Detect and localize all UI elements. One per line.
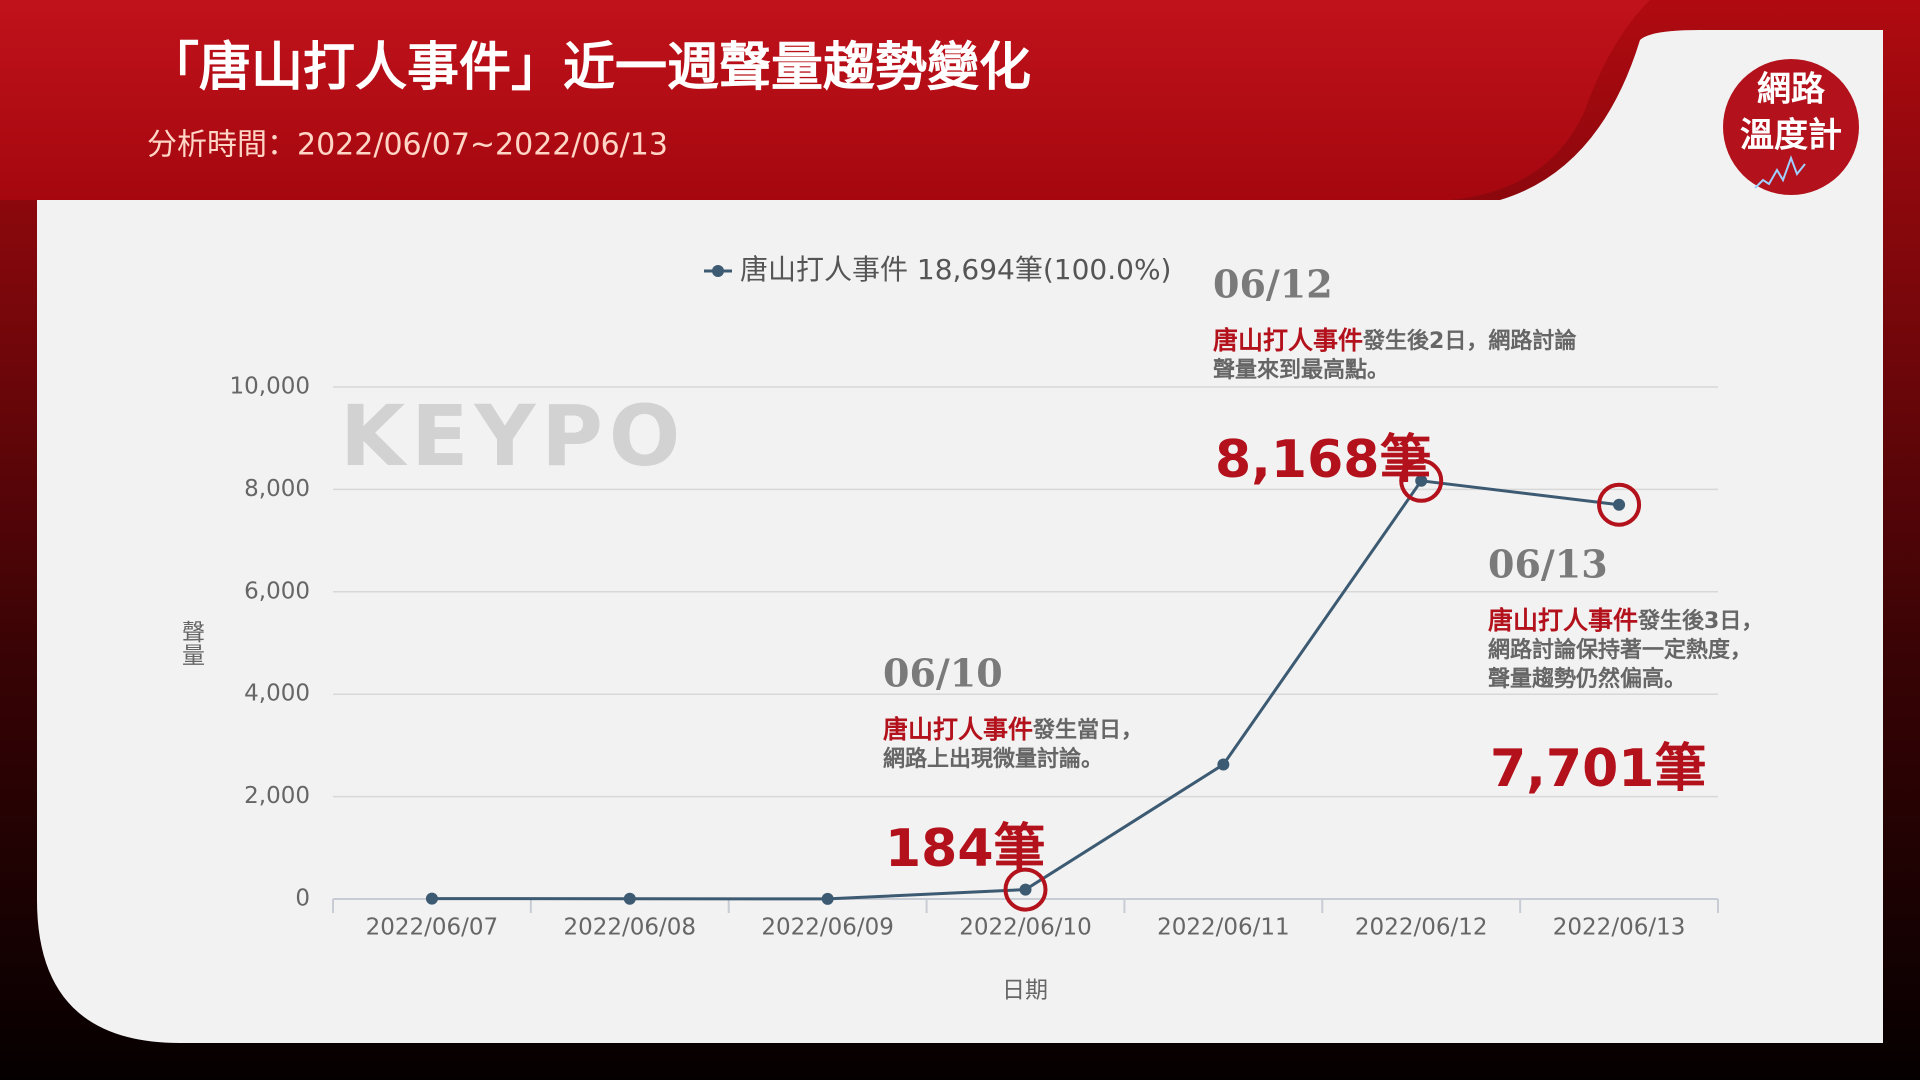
panel	[37, 200, 1883, 1043]
annotation-highlight: 唐山打人事件	[1213, 326, 1363, 355]
annotation-line: 聲量趨勢仍然偏高。	[1488, 666, 1686, 692]
annotation-text: 唐山打人事件發生當日，	[883, 715, 1143, 744]
watermark: KEYPO	[340, 387, 686, 485]
point	[1415, 474, 1428, 487]
annotation-text: 網路討論保持著一定熱度，	[1488, 637, 1752, 663]
annotation-text: 聲量趨勢仍然偏高。	[1488, 666, 1686, 692]
highlight-ring	[1597, 482, 1642, 527]
annotation-text: 唐山打人事件發生後3日，	[1488, 606, 1763, 635]
y-tick-label: 8,000	[244, 476, 310, 502]
x-tick-label: 2022/06/09	[761, 915, 894, 941]
x-axis-label: 日期	[1002, 978, 1048, 1004]
point	[623, 892, 636, 905]
point	[425, 892, 438, 905]
annotation-date: 06/12	[1213, 262, 1333, 307]
y-tick-label: 2,000	[244, 783, 310, 809]
point	[1613, 498, 1626, 511]
logo-circle	[1723, 59, 1859, 195]
highlight-ring	[1003, 867, 1048, 912]
annotation-line: 網路上出現微量討論。	[883, 746, 1103, 772]
x-tick-label: 2022/06/07	[366, 915, 499, 941]
x-tick-label: 2022/06/13	[1553, 915, 1686, 941]
subtitle: 分析時間：2022/06/07~2022/06/13	[147, 128, 668, 163]
value-label: 8,168筆	[1215, 430, 1431, 490]
point	[1217, 758, 1230, 771]
annotation-line: 發生後3日，	[1637, 608, 1763, 634]
annotation-highlight: 唐山打人事件	[1488, 606, 1638, 635]
annotation-text: 唐山打人事件發生後2日，網路討論	[1213, 326, 1577, 355]
title: 「唐山打人事件」近一週聲量趨勢變化	[147, 38, 1031, 98]
point	[821, 892, 834, 905]
y-axis-label: 聲量	[178, 620, 205, 666]
x-tick-label: 2022/06/08	[563, 915, 696, 941]
logo-text: 溫度計	[1740, 116, 1842, 156]
value-label: 184筆	[885, 819, 1046, 879]
annotation-line: 發生後2日，網路討論	[1362, 328, 1577, 354]
annotation-line: 聲量來到最高點。	[1213, 357, 1389, 383]
logo-wave	[1754, 155, 1806, 189]
annotation-text: 聲量來到最高點。	[1213, 357, 1389, 383]
annotation-date: 06/10	[883, 651, 1003, 696]
x-tick-label: 2022/06/10	[959, 915, 1092, 941]
x-tick-label: 2022/06/11	[1157, 915, 1290, 941]
y-tick-label: 0	[295, 886, 310, 912]
header	[0, 0, 1650, 200]
annotation-line: 發生當日，	[1032, 717, 1143, 743]
y-tick-label: 10,000	[230, 374, 310, 400]
point	[1019, 883, 1032, 896]
highlight-ring	[1399, 458, 1444, 503]
y-tick-label: 6,000	[244, 578, 310, 604]
x-tick-label: 2022/06/12	[1355, 915, 1488, 941]
y-tick-label: 4,000	[244, 681, 310, 707]
value-label: 7,701筆	[1490, 739, 1706, 799]
annotation-date: 06/13	[1488, 542, 1608, 587]
legend-label: 唐山打人事件 18,694筆(100.0%)	[740, 253, 1172, 286]
annotation-highlight: 唐山打人事件	[883, 715, 1033, 744]
legend-marker	[712, 265, 724, 277]
annotation-line: 網路討論保持著一定熱度，	[1488, 637, 1752, 663]
annotation-text: 網路上出現微量討論。	[883, 746, 1103, 772]
logo-text: 網路	[1757, 70, 1826, 110]
